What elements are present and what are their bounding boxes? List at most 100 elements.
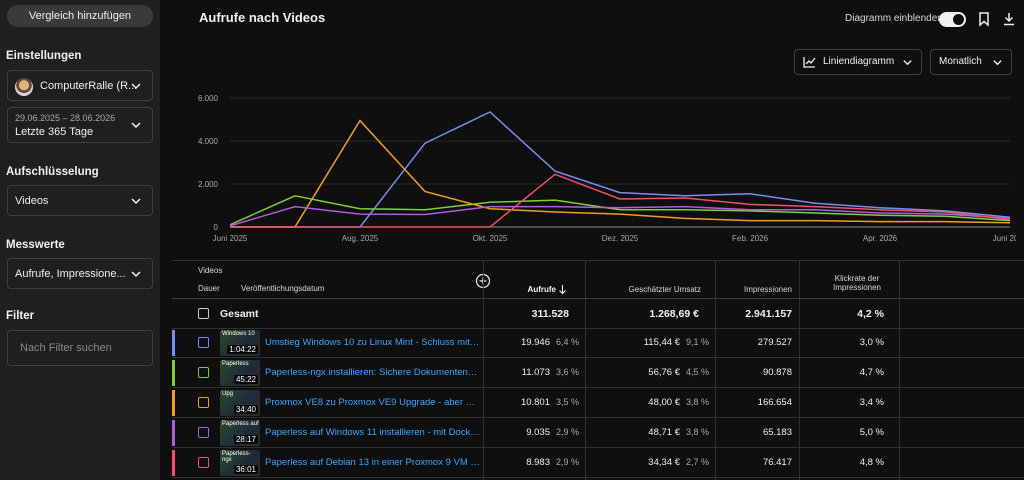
row-checkbox[interactable] [198,427,209,438]
views-percent: 3,6 % [555,367,579,377]
date-range-select[interactable]: 29.06.2025 – 28.06.2026 Letzte 365 Tage [7,107,153,143]
ctr-value: 3,4 % [859,397,884,408]
row-checkbox[interactable] [198,457,209,468]
filter-search-input[interactable] [7,330,153,366]
impressions-value: 166.654 [757,397,792,408]
video-duration: 1:04:22 [227,345,258,354]
chevron-down-icon [131,122,141,129]
chevron-down-icon [131,82,141,89]
total-revenue: 1.268,69 € [649,308,699,320]
divider [172,328,1024,329]
video-title-link[interactable]: Paperless auf Windows 11 installieren - … [265,427,480,438]
video-title-link[interactable]: Proxmox VE8 zu Proxmox VE9 Upgrade - abe… [265,397,480,408]
avatar [15,78,33,96]
views-value: 11.073 [521,367,550,378]
divider [172,477,1024,478]
download-icon[interactable] [1001,11,1017,27]
table-row[interactable]: Windows 10 1:04:22 Umstieg Windows 10 zu… [172,328,1024,358]
revenue-percent: 3,8 % [685,397,709,407]
x-tick-label: Aug. 2025 [342,234,379,243]
impressions-value: 76.417 [762,457,792,468]
divider [172,417,1024,418]
sidebar: Vergleich hinzufügen Einstellungen Compu… [0,0,160,480]
column-divider [585,260,586,480]
header-published: Veröffentlichungsdatum [241,284,325,293]
revenue-value: 34,34 € [648,457,680,468]
header-ctr[interactable]: Klickrate der Impressionen [807,274,907,292]
revenue-value: 48,00 € [648,397,680,408]
page-title: Aufrufe nach Videos [199,10,326,25]
column-divider [715,260,716,480]
row-checkbox[interactable] [198,367,209,378]
metrics-select[interactable]: Aufrufe, Impressione... [7,258,153,289]
y-tick-label: 4.000 [198,137,219,146]
header-ctr-line2: Impressionen [832,283,882,292]
revenue-percent: 9,1 % [685,337,709,347]
x-tick-label: Apr. 2026 [863,234,898,243]
video-thumbnail[interactable]: Windows 10 1:04:22 [220,330,260,356]
video-thumbnail[interactable]: Paperless 45:22 [220,360,260,386]
filter-title: Filter [6,310,35,322]
impressions-value: 279.527 [757,337,792,348]
series-color-strip [172,420,175,446]
sort-arrow-down-icon[interactable] [558,284,567,295]
y-tick-label: 2.000 [198,180,219,189]
video-thumbnail[interactable]: Paperless auf 28:17 [220,420,260,446]
revenue-percent: 2,7 % [685,457,709,467]
chevron-down-icon [131,270,141,277]
chart-toggle[interactable] [939,12,966,27]
views-percent: 2,9 % [555,457,579,467]
line-chart: 6.000 4.000 2.000 0 Juni 2025 Aug. 2025 Okt. 2… [198,94,1016,243]
video-title-link[interactable]: Paperless-ngx installieren: Sichere Doku… [265,367,480,378]
views-value: 8.983 [526,457,550,468]
chevron-down-icon [131,197,141,204]
table-row[interactable]: Paperless-ngx 36:01 Paperless auf Debian… [172,448,1024,478]
header-views[interactable]: Aufrufe [528,285,556,294]
ctr-value: 3,0 % [859,337,884,348]
channel-name: ComputerRalle (R... [40,80,138,92]
line-chart-icon [803,57,816,68]
thumbnail-text: Paperless auf [222,421,259,427]
chart-type-dropdown[interactable]: Liniendiagramm [794,49,922,75]
channel-select[interactable]: ComputerRalle (R... [7,70,153,101]
y-tick-label: 0 [214,223,219,232]
series-color-strip [172,450,175,476]
interval-dropdown[interactable]: Monatlich [930,49,1012,75]
row-checkbox[interactable] [198,337,209,348]
bookmark-icon[interactable] [976,11,992,27]
views-value: 9.035 [526,427,550,438]
compare-button[interactable]: Vergleich hinzufügen [7,5,153,27]
video-title-link[interactable]: Umstieg Windows 10 zu Linux Mint - Schlu… [265,337,480,348]
y-tick-label: 6.000 [198,94,219,103]
settings-title: Einstellungen [6,50,82,62]
table-row[interactable]: Upg 34:40 Proxmox VE8 zu Proxmox VE9 Upg… [172,388,1024,418]
video-thumbnail[interactable]: Paperless-ngx 36:01 [220,450,260,476]
chart-toggle-label: Diagramm einblenden [845,13,943,24]
table-row[interactable]: Paperless auf 28:17 Paperless auf Window… [172,418,1024,448]
thumbnail-text: Windows 10 [222,331,255,337]
table-row[interactable]: Paperless 45:22 Paperless-ngx installier… [172,358,1024,388]
column-divider [799,260,800,480]
divider [172,357,1024,358]
total-checkbox[interactable] [198,308,209,319]
thumbnail-text: Paperless-ngx [222,451,251,463]
breakdown-select[interactable]: Videos [7,185,153,216]
row-checkbox[interactable] [198,397,209,408]
thumbnail-text: Upg [222,391,234,397]
video-duration: 36:01 [233,465,258,474]
breakdown-title: Aufschlüsselung [6,166,99,178]
header-impressions[interactable]: Impressionen [743,285,792,294]
divider [172,387,1024,388]
total-views: 311.528 [531,308,569,320]
video-title-link[interactable]: Paperless auf Debian 13 in einer Proxmox… [265,457,480,468]
toggle-knob [953,14,964,25]
chart-type-label: Liniendiagramm [823,56,895,67]
views-percent: 6,4 % [555,337,579,347]
metrics-title: Messwerte [6,239,65,251]
header-revenue[interactable]: Geschätzter Umsatz [628,285,701,294]
video-thumbnail[interactable]: Upg 34:40 [220,390,260,416]
video-table: Videos Dauer Veröffentlichungsdatum Aufr… [172,260,1024,480]
total-ctr: 4,2 % [857,308,884,320]
video-duration: 45:22 [233,375,258,384]
